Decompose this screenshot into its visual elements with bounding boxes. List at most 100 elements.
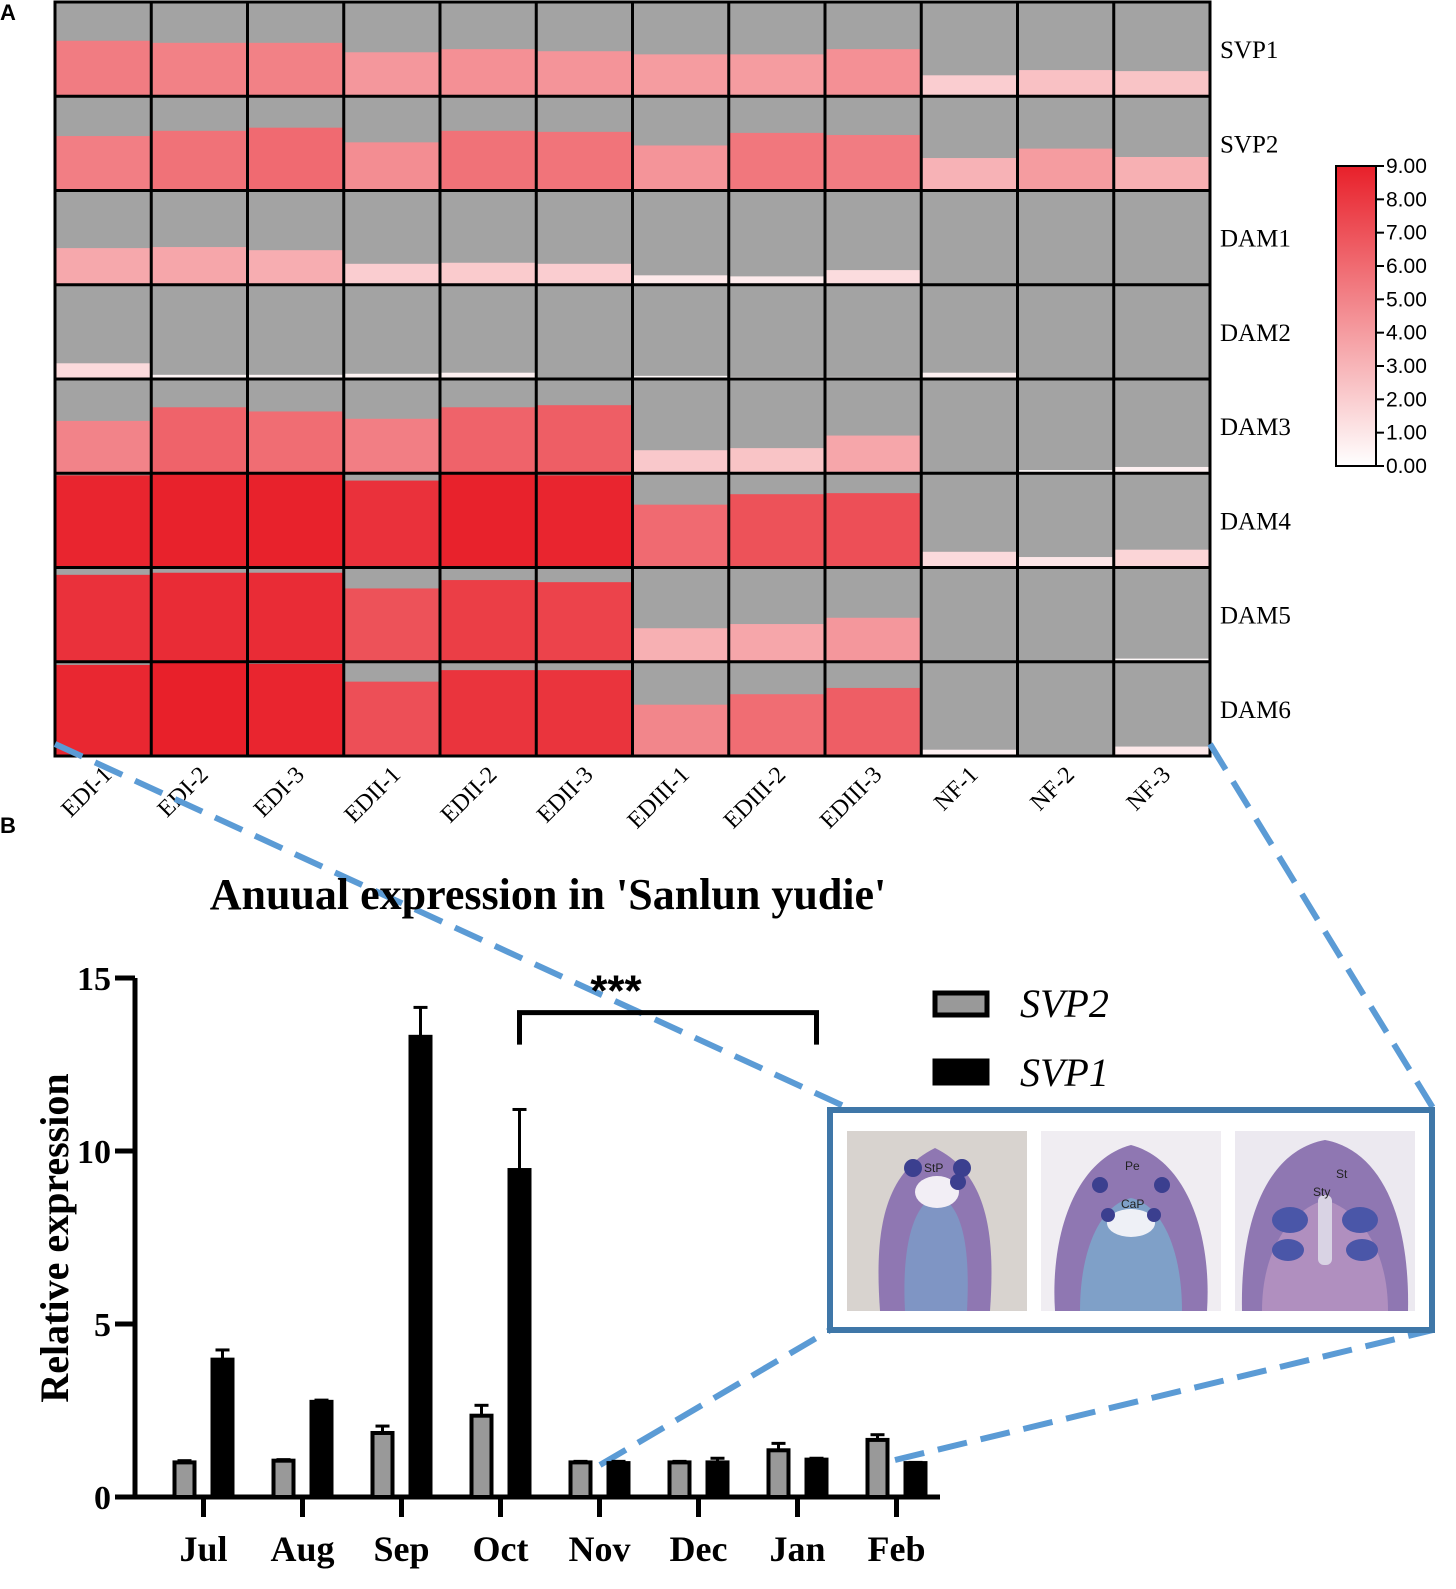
heatmap-cell [825,687,922,756]
heatmap-cell [440,474,537,568]
heatmap-cell-background [1017,661,1114,756]
legend-swatch-svp2 [932,990,990,1018]
heatmap-cell [536,405,633,474]
micrograph-1-primordium [950,1174,966,1190]
y-tick-label: 5 [94,1307,111,1344]
x-tick-label: Nov [569,1529,631,1569]
heatmap-cell [440,580,537,662]
heatmap-column-label: EDIII-2 [719,762,791,834]
heatmap-cell [1113,71,1210,97]
heatmap-column-label: EDII-2 [436,762,502,828]
heatmap-cell [343,418,440,474]
heatmap-row-label: DAM1 [1220,226,1291,253]
heatmap-cell [55,475,152,568]
heatmap-cell [343,52,440,97]
heatmap-cell [55,363,152,379]
heatmap-cell-background [536,284,633,379]
heatmap-cell [1113,658,1210,662]
heatmap-cell-background [825,190,922,285]
legend-label-svp2: SVP2 [1020,981,1109,1026]
heatmap-cell [247,411,344,474]
x-tick-label: Jan [769,1529,825,1569]
micrograph-2-primordium [1092,1177,1108,1193]
heatmap-cell [151,474,248,568]
heatmap-cell [825,49,922,97]
heatmap-cell-background [1113,284,1210,379]
heatmap-cell [921,75,1018,97]
heatmap-row-label: DAM6 [1220,697,1291,724]
heatmap-cell-background [1017,567,1114,662]
heatmap-cell [1113,466,1210,474]
bar-svp1 [903,1461,928,1500]
heatmap-cell [825,617,922,662]
heatmap-row-label: DAM4 [1220,508,1291,535]
x-tick-label: Dec [670,1529,728,1569]
heatmap-column-label: EDII-3 [532,762,598,828]
micrograph-2: Pe CaP [1041,1131,1221,1311]
legend-swatch-svp1 [932,1058,990,1086]
heatmap-cell [247,42,344,97]
heatmap-cell [632,704,729,756]
heatmap-cell [343,263,440,285]
heatmap-cell [247,127,344,191]
heatmap-row-labels: SVP1 SVP2 DAM1 DAM2 DAM3 DAM4 DAM5 DAM6 [1220,37,1291,724]
heatmap-cell [825,493,922,568]
micrograph-1-cavity [915,1176,959,1208]
heatmap-cell [632,145,729,191]
heatmap-cell [1017,70,1114,97]
heatmap-cell-background [1017,379,1114,474]
bar-svp1 [309,1399,334,1499]
micrograph-inset: StP Pe CaP [827,1107,1435,1333]
heatmap-cell-background [151,284,248,379]
heatmap-cell [247,474,344,568]
micrograph-1-core [904,1195,968,1311]
heatmap-cell [151,407,248,474]
bar-chart-panel: Anuual expression in 'Sanlun yudie' 0 5 10… [32,870,1109,1569]
heatmap-cell-background [632,284,729,379]
y-axis-label: Relative expression [32,1073,77,1402]
x-tick-label: Feb [868,1529,926,1569]
bar-y-axis: 0 5 10 15 [77,961,138,1517]
colorbar-tick-label: 3.00 [1386,355,1427,378]
heatmap-frame [53,0,1212,758]
micrograph-3-stamen [1346,1239,1378,1261]
micrograph-2-label-cap: CaP [1121,1197,1144,1211]
heatmap-cell [343,373,440,379]
significance-bracket-line [517,1010,819,1045]
micrograph-3-style [1318,1195,1332,1265]
heatmap-cell [728,694,825,756]
significance-stars: *** [590,967,642,1016]
bar-svp2 [568,1460,593,1500]
heatmap-cell [343,142,440,191]
significance-bracket: *** [517,967,819,1045]
heatmap-cell [536,475,633,568]
colorbar-tick-label: 7.00 [1386,222,1427,245]
heatmap-cell [55,664,152,756]
heatmap-cell-background [921,379,1018,474]
heatmap-cell [343,588,440,662]
heatmap-cell [921,749,1018,756]
bar-svp2 [172,1460,197,1500]
micrograph-1-primordium [953,1159,971,1177]
heatmap-cell-background [728,190,825,285]
colorbar-tick-label: 9.00 [1386,155,1427,178]
micrograph-3: St Sty [1235,1131,1415,1311]
heatmap-cell [632,54,729,97]
heatmap-cell-background [247,284,344,379]
heatmap-cell [632,504,729,568]
heatmap-row-label: SVP1 [1220,37,1278,64]
heatmap-column-label: EDI-3 [249,762,310,823]
heatmap-cell [55,420,152,474]
x-tick-label: Sep [373,1529,429,1569]
heatmap-cell-background [632,190,729,285]
heatmap-cell-background [1017,284,1114,379]
bar-svp2 [865,1437,890,1500]
heatmap-cell-background [1113,567,1210,662]
micrograph-1-primordium [904,1159,922,1177]
heatmap-cell-background [728,284,825,379]
heatmap-cell [632,450,729,474]
heatmap-cell [151,130,248,191]
heatmap-cell [55,248,152,285]
heatmap-cell [55,40,152,97]
